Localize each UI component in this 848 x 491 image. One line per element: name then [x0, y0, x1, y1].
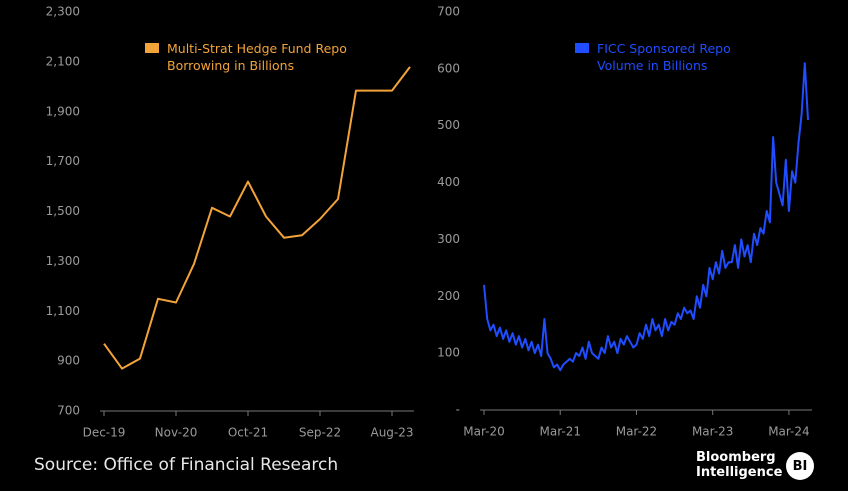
y-tick-label: 1,100 — [46, 304, 80, 318]
y-tick-label: 100 — [437, 346, 460, 360]
x-tick-label: Dec-19 — [83, 426, 126, 440]
y-tick-label: 1,900 — [46, 104, 80, 118]
y-tick-label: 700 — [437, 5, 460, 19]
x-tick-label: Mar-20 — [463, 425, 504, 439]
y-tick-label: 200 — [437, 289, 460, 303]
series-line — [103, 66, 411, 370]
legend: FICC Sponsored Repo Volume in Billions — [575, 40, 747, 74]
series-line — [483, 62, 809, 372]
legend-swatch — [575, 43, 589, 53]
y-tick-label: 1,700 — [46, 154, 80, 168]
brand-logo: BI — [786, 452, 814, 480]
legend-label: FICC Sponsored Repo Volume in Billions — [597, 41, 731, 73]
x-tick-label: Sep-22 — [299, 426, 341, 440]
y-tick-label: - — [456, 403, 460, 417]
y-tick-label: 2,100 — [46, 54, 80, 68]
y-tick-label: 500 — [437, 118, 460, 132]
x-tick-label: Aug-23 — [370, 426, 413, 440]
x-tick-label: Nov-20 — [155, 426, 198, 440]
x-tick-label: Mar-24 — [768, 425, 809, 439]
legend-swatch — [145, 43, 159, 53]
brand-line: Intelligence — [696, 465, 783, 480]
x-tick-label: Mar-23 — [692, 425, 733, 439]
y-tick-label: 300 — [437, 232, 460, 246]
x-tick-label: Oct-21 — [228, 426, 268, 440]
x-tick-label: Mar-21 — [539, 425, 580, 439]
y-tick-label: 600 — [437, 61, 460, 75]
legend: Multi-Strat Hedge Fund Repo Borrowing in… — [145, 40, 372, 74]
brand: Bloomberg Intelligence — [696, 450, 782, 480]
legend-label: Multi-Strat Hedge Fund Repo Borrowing in… — [167, 41, 347, 73]
source: Source: Office of Financial Research — [34, 455, 339, 475]
x-tick-label: Mar-22 — [616, 425, 657, 439]
brand-line: Bloomberg — [696, 450, 776, 465]
y-tick-label: 2,300 — [46, 5, 80, 19]
y-tick-label: 700 — [57, 404, 80, 418]
y-tick-label: 400 — [437, 175, 460, 189]
y-tick-label: 900 — [57, 354, 80, 368]
y-tick-label: 1,300 — [46, 254, 80, 268]
y-tick-label: 1,500 — [46, 204, 80, 218]
